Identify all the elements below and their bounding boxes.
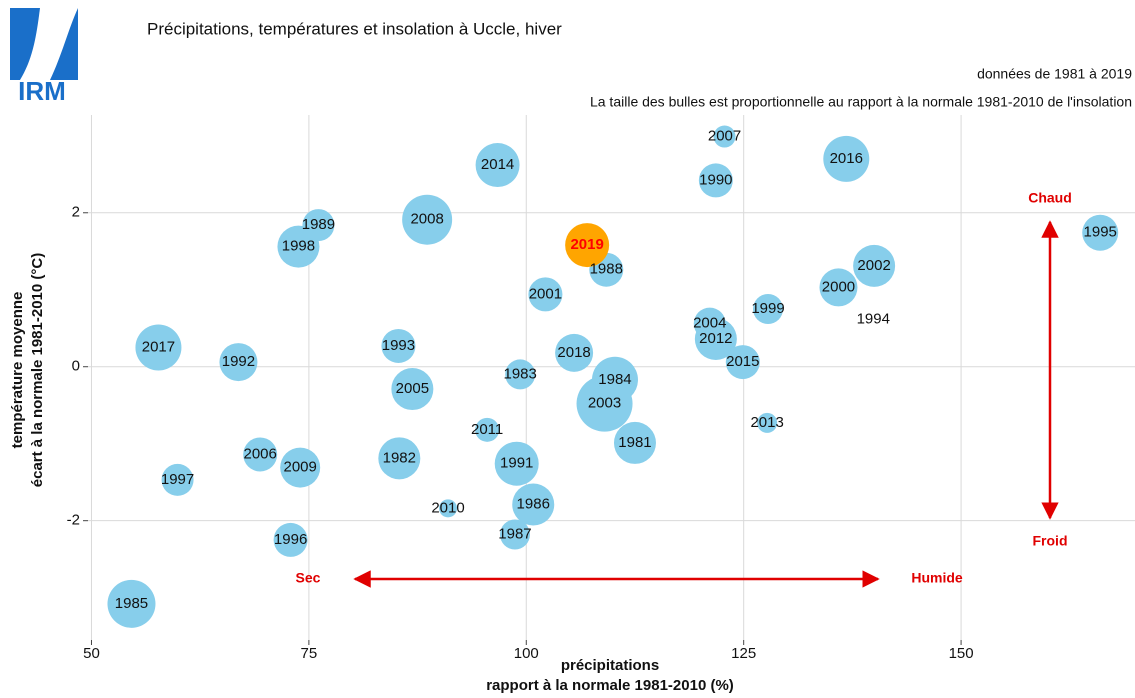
bubble-label: 2017	[142, 338, 175, 355]
bubble	[273, 522, 308, 557]
y-tick-label: -2	[67, 512, 80, 529]
bubble-label: 2005	[396, 380, 429, 397]
bubble	[494, 441, 539, 486]
bubble-label: 2014	[481, 156, 514, 173]
bubble-label: 2015	[726, 353, 759, 370]
bubble	[439, 499, 458, 518]
bubble	[853, 244, 896, 287]
bubble-label: 1983	[504, 365, 537, 382]
bubble-labels: 1985 2017 1997 1992 2006 2009 1996 1998 1989 2008…	[115, 128, 1117, 612]
bubble-label: 2001	[529, 285, 562, 302]
bubble-label: 1994	[857, 311, 890, 328]
bubble-label: 1999	[751, 300, 784, 317]
grid: 50 75 100 125 150 -2 0 2	[67, 115, 1135, 662]
x-tick-label: 150	[949, 645, 974, 662]
bubble-label: 2008	[410, 211, 443, 228]
chart-title: Précipitations, températures et insolati…	[147, 19, 562, 38]
bubble-label: 1986	[517, 495, 550, 512]
bubble	[613, 421, 656, 464]
x-tick-label: 125	[731, 645, 756, 662]
x-axis-title: rapport à la normale 1981-2010 (%)	[486, 677, 734, 694]
bubble-label: 2011	[471, 421, 503, 438]
bubble	[1082, 214, 1119, 251]
bubble	[381, 328, 416, 363]
bubble	[753, 293, 784, 324]
bubble-label: 1997	[161, 471, 194, 488]
bubble-label: 1985	[115, 595, 148, 612]
bubble	[107, 579, 156, 628]
annotation: Humide	[911, 570, 963, 586]
y-axis-title: écart à la normale 1981-2010 (°C)	[29, 253, 46, 487]
bubble-label: 2018	[557, 344, 590, 361]
bubble	[713, 125, 736, 148]
bubble	[512, 483, 555, 526]
bubble-label: 1988	[590, 261, 623, 278]
bubble	[528, 277, 563, 312]
bubble-label: 1981	[618, 434, 651, 451]
logo: IRM	[10, 8, 78, 106]
bubble-label: 1990	[699, 171, 732, 188]
bubble	[823, 135, 870, 182]
logo-text: IRM	[18, 76, 66, 106]
bubble	[565, 223, 610, 268]
bubble	[576, 375, 633, 432]
annotation: Sec	[296, 570, 321, 586]
bubble	[505, 359, 536, 390]
bubble-label: 1991	[500, 455, 533, 472]
bubble	[161, 463, 194, 496]
bubble-label: 2019	[570, 236, 603, 253]
bubble-label: 2006	[243, 445, 276, 462]
bubble	[135, 324, 182, 371]
bubble	[819, 268, 858, 307]
bubble	[694, 318, 737, 361]
subtitle: La taille des bulles est proportionnelle…	[590, 94, 1132, 110]
bubble-label: 2013	[750, 414, 783, 431]
bubble	[757, 412, 778, 433]
bubble-label: 1993	[382, 337, 415, 354]
bubble	[698, 163, 733, 198]
bubble	[243, 437, 278, 472]
bubble-label: 2007	[708, 128, 741, 145]
bubble-label: 1989	[302, 216, 335, 233]
bubble-label: 2000	[822, 278, 855, 295]
bubble-label: 2003	[588, 395, 621, 412]
annotation: Chaud	[1028, 190, 1072, 206]
y-tick-label: 0	[72, 358, 80, 375]
bubble	[219, 343, 258, 382]
bubble-label: 2012	[699, 330, 732, 347]
x-tick-label: 100	[514, 645, 539, 662]
bubble-label: 2010	[431, 499, 464, 516]
bubble-label: 2002	[857, 257, 890, 274]
bubble-label: 2004	[693, 315, 726, 332]
x-axis-title: précipitations	[561, 657, 659, 674]
bubble-label: 1998	[282, 238, 315, 255]
x-tick-label: 50	[83, 645, 100, 662]
y-axis-title: température moyenne	[9, 292, 26, 449]
bubble	[402, 194, 453, 245]
bubble	[391, 368, 434, 411]
bubble-label: 1984	[598, 371, 631, 388]
x-tick-label: 75	[301, 645, 318, 662]
bubble	[475, 417, 500, 442]
bubble	[499, 519, 530, 550]
bubble-label: 1992	[222, 353, 255, 370]
bubble-label: 1982	[383, 449, 416, 466]
bubble	[280, 447, 321, 488]
annotation: Froid	[1033, 533, 1068, 549]
subtitle: données de 1981 à 2019	[977, 66, 1132, 82]
bubble	[302, 209, 335, 242]
bubbles	[107, 125, 1119, 628]
bubble	[378, 437, 421, 480]
bubble	[725, 345, 760, 380]
bubble	[475, 143, 520, 188]
bubble-label: 1995	[1084, 224, 1117, 241]
bubble-label: 2009	[283, 459, 316, 476]
bubble-label: 1996	[274, 531, 307, 548]
bubble	[555, 333, 594, 372]
bubble-label: 1987	[498, 526, 531, 543]
y-tick-label: 2	[72, 204, 80, 221]
bubble-label: 2016	[830, 150, 863, 167]
